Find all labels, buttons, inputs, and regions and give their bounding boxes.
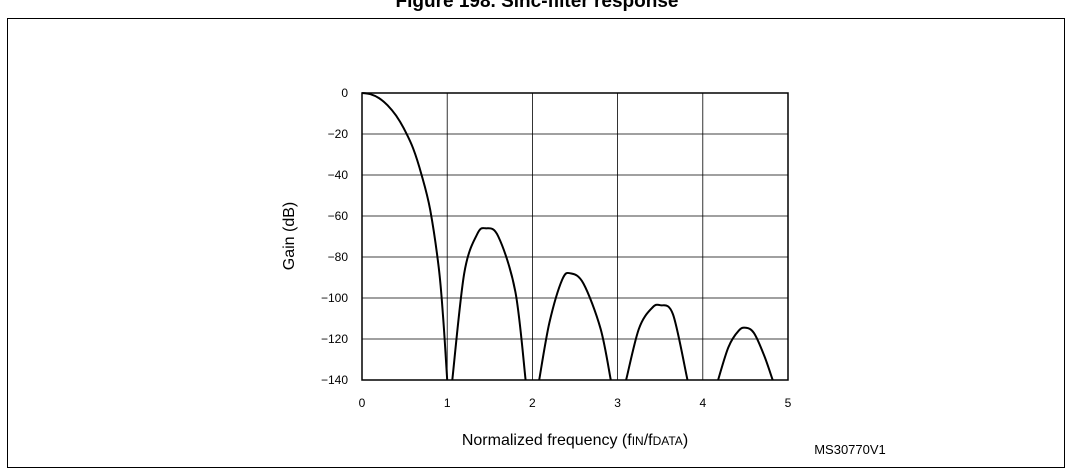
x-axis-label: Normalized frequency (fIN/fDATA) (462, 432, 688, 449)
figure-title: Figure 198. Sinc-filter response (395, 0, 679, 12)
plot-area-border (361, 92, 789, 381)
x-tick-label: 2 (529, 396, 536, 410)
y-tick-label: −60 (328, 209, 349, 223)
x-tick-label: 3 (614, 396, 621, 410)
y-tick-label: −100 (321, 291, 348, 305)
response-lobe (451, 227, 527, 381)
response-lobe (538, 271, 612, 381)
x-tick-labels: 0 1 2 3 4 5 (359, 396, 792, 410)
x-tick-label: 0 (359, 396, 366, 410)
y-tick-labels: 0 −20 −40 −60 −80 −100 −120 −140 (321, 86, 348, 387)
x-tick-label: 4 (699, 396, 706, 410)
figure-reference-code: MS30770V1 (814, 442, 886, 457)
y-tick-label: −20 (328, 127, 349, 141)
y-tick-label: −40 (328, 168, 349, 182)
y-tick-label: −140 (321, 373, 348, 387)
response-lobe (717, 326, 774, 381)
y-tick-label: −80 (328, 250, 349, 264)
response-lobe (625, 303, 689, 381)
y-tick-label: −120 (321, 332, 348, 346)
x-tick-label: 5 (785, 396, 792, 410)
response-curves (361, 92, 774, 381)
y-axis-label: Gain (dB) (281, 202, 298, 270)
x-tick-label: 1 (444, 396, 451, 410)
grid-lines (361, 92, 789, 381)
y-tick-label: 0 (341, 86, 348, 100)
response-lobe (361, 92, 449, 381)
